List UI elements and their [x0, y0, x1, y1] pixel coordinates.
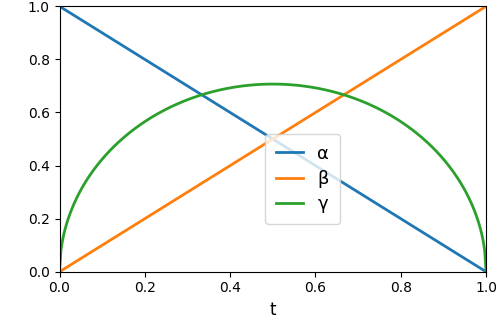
γ: [483, 270, 489, 274]
β: [310, 112, 316, 116]
γ: [310, 86, 316, 89]
Line: α: α: [60, 6, 486, 272]
β: [416, 46, 422, 50]
γ: [444, 162, 450, 166]
α: [309, 161, 315, 165]
α: [416, 228, 422, 232]
γ: [312, 86, 318, 90]
α: [483, 270, 489, 274]
α: [57, 4, 62, 8]
β: [317, 107, 323, 111]
γ: [319, 87, 325, 91]
β: [57, 270, 62, 274]
β: [443, 29, 449, 33]
Legend: α, β, γ: α, β, γ: [265, 134, 340, 224]
α: [58, 5, 64, 9]
γ: [269, 82, 275, 86]
α: [310, 162, 316, 166]
γ: [57, 270, 62, 274]
γ: [418, 134, 424, 138]
Line: β: β: [60, 6, 486, 272]
α: [443, 245, 449, 249]
γ: [58, 248, 64, 252]
Line: γ: γ: [60, 84, 486, 272]
X-axis label: t: t: [269, 301, 276, 316]
β: [58, 269, 64, 273]
β: [483, 4, 489, 8]
α: [317, 167, 323, 171]
β: [309, 113, 315, 117]
